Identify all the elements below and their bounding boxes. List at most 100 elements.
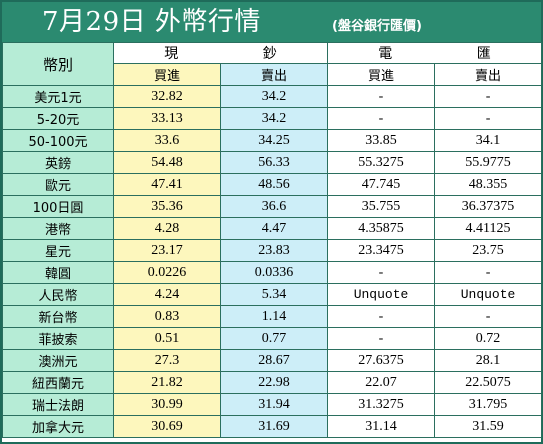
cash-sell-cell: 56.33 bbox=[219, 151, 329, 174]
cash-sell-cell: 0.77 bbox=[219, 327, 329, 350]
tt-sell-cell: - bbox=[434, 85, 543, 108]
tt-buy-cell: - bbox=[327, 261, 436, 284]
tt-sell-cell: 28.1 bbox=[434, 349, 543, 372]
cash-sell-cell: 31.69 bbox=[219, 415, 329, 438]
currency-cell: 50-100元 bbox=[2, 129, 114, 152]
cash-buy-cell: 35.36 bbox=[113, 195, 221, 218]
currency-cell: 韓圓 bbox=[2, 261, 114, 284]
table-row: 100日圓 35.36 36.6 35.755 36.37375 bbox=[2, 195, 543, 218]
currency-cell: 100日圓 bbox=[2, 195, 114, 218]
currency-cell: 瑞士法朗 bbox=[2, 393, 114, 416]
tt-sell-cell: 34.1 bbox=[434, 129, 543, 152]
cash-sell-cell: 48.56 bbox=[219, 173, 329, 196]
cash-buy-cell: 33.13 bbox=[113, 107, 221, 130]
cash-buy-cell: 30.99 bbox=[113, 393, 221, 416]
tt-buy-cell: 35.755 bbox=[327, 195, 436, 218]
tt-buy-cell: 31.14 bbox=[327, 415, 436, 438]
table-row: 菲披索 0.51 0.77 - 0.72 bbox=[2, 327, 543, 350]
cash-buy-cell: 23.17 bbox=[113, 239, 221, 262]
tt-sell-cell: - bbox=[434, 107, 543, 130]
currency-cell: 菲披索 bbox=[2, 327, 114, 350]
tt-buy-cell: - bbox=[327, 327, 436, 350]
table-row: 50-100元 33.6 34.25 33.85 34.1 bbox=[2, 129, 543, 152]
currency-header: 幣別 bbox=[2, 42, 114, 86]
tt-buy-header: 買進 bbox=[327, 63, 436, 86]
table-row: 人民幣 4.24 5.34 Unquote Unquote bbox=[2, 283, 543, 306]
cash-sell-cell: 1.14 bbox=[219, 305, 329, 328]
currency-cell: 新台幣 bbox=[2, 305, 114, 328]
tt-buy-cell: 55.3275 bbox=[327, 151, 436, 174]
cash-header: 現 鈔 bbox=[112, 42, 329, 64]
cash-buy-cell: 27.3 bbox=[113, 349, 221, 372]
cash-sell-cell: 34.25 bbox=[219, 129, 329, 152]
table-row: 瑞士法朗 30.99 31.94 31.3275 31.795 bbox=[2, 393, 543, 416]
cash-buy-cell: 32.82 bbox=[113, 85, 221, 108]
currency-cell: 星元 bbox=[2, 239, 114, 262]
cash-buy-cell: 0.0226 bbox=[113, 261, 221, 284]
tt-sell-cell: 48.355 bbox=[434, 173, 543, 196]
currency-cell: 英鎊 bbox=[2, 151, 114, 174]
tt-buy-cell: - bbox=[327, 85, 436, 108]
tt-buy-cell: 31.3275 bbox=[327, 393, 436, 416]
tt-buy-cell: - bbox=[327, 305, 436, 328]
cash-sell-cell: 34.2 bbox=[219, 85, 329, 108]
tt-buy-cell: 47.745 bbox=[327, 173, 436, 196]
cash-buy-cell: 4.28 bbox=[113, 217, 221, 240]
tt-sell-cell: 31.795 bbox=[434, 393, 543, 416]
title-bar: 7月29日 外幣行情 (盤谷銀行匯價) bbox=[2, 2, 541, 42]
table-row: 韓圓 0.0226 0.0336 - - bbox=[2, 261, 543, 284]
currency-cell: 美元1元 bbox=[2, 85, 114, 108]
tt-buy-cell: 33.85 bbox=[327, 129, 436, 152]
tt-sell-cell: 36.37375 bbox=[434, 195, 543, 218]
tt-buy-cell: 23.3475 bbox=[327, 239, 436, 262]
cash-sell-cell: 5.34 bbox=[219, 283, 329, 306]
tt-sell-cell: 22.5075 bbox=[434, 371, 543, 394]
currency-cell: 港幣 bbox=[2, 217, 114, 240]
table-row: 加拿大元 30.69 31.69 31.14 31.59 bbox=[2, 415, 543, 438]
currency-cell: 歐元 bbox=[2, 173, 114, 196]
cash-sell-cell: 0.0336 bbox=[219, 261, 329, 284]
table-row: 星元 23.17 23.83 23.3475 23.75 bbox=[2, 239, 543, 262]
cash-buy-cell: 54.48 bbox=[113, 151, 221, 174]
page-title: 7月29日 外幣行情 bbox=[42, 7, 261, 37]
tt-sell-cell: 0.72 bbox=[434, 327, 543, 350]
cash-buy-cell: 0.51 bbox=[113, 327, 221, 350]
cash-buy-cell: 30.69 bbox=[113, 415, 221, 438]
bank-source-label: (盤谷銀行匯價) bbox=[332, 19, 422, 34]
tt-sell-cell: Unquote bbox=[434, 283, 543, 306]
tt-sell-cell: 55.9775 bbox=[434, 151, 543, 174]
table-row: 新台幣 0.83 1.14 - - bbox=[2, 305, 543, 328]
table-row: 澳洲元 27.3 28.67 27.6375 28.1 bbox=[2, 349, 543, 372]
table-row: 5-20元 33.13 34.2 - - bbox=[2, 107, 543, 130]
tt-buy-cell: 27.6375 bbox=[327, 349, 436, 372]
cash-sell-cell: 31.94 bbox=[219, 393, 329, 416]
cash-buy-cell: 4.24 bbox=[113, 283, 221, 306]
tt-sell-cell: 23.75 bbox=[434, 239, 543, 262]
currency-cell: 5-20元 bbox=[2, 107, 114, 130]
tt-sell-cell: 31.59 bbox=[434, 415, 543, 438]
cash-sell-cell: 22.98 bbox=[219, 371, 329, 394]
table-row: 英鎊 54.48 56.33 55.3275 55.9775 bbox=[2, 151, 543, 174]
cash-buy-cell: 47.41 bbox=[113, 173, 221, 196]
table-row: 歐元 47.41 48.56 47.745 48.355 bbox=[2, 173, 543, 196]
tt-buy-cell: Unquote bbox=[327, 283, 436, 306]
cash-sell-cell: 36.6 bbox=[219, 195, 329, 218]
currency-cell: 加拿大元 bbox=[2, 415, 114, 438]
cash-buy-cell: 21.82 bbox=[113, 371, 221, 394]
tt-buy-cell: 4.35875 bbox=[327, 217, 436, 240]
tt-sell-cell: 4.41125 bbox=[434, 217, 543, 240]
tt-sell-cell: - bbox=[434, 305, 543, 328]
cash-sell-header: 賣出 bbox=[219, 63, 329, 86]
cash-sell-cell: 4.47 bbox=[219, 217, 329, 240]
tt-sell-cell: - bbox=[434, 261, 543, 284]
tt-buy-cell: 22.07 bbox=[327, 371, 436, 394]
currency-cell: 澳洲元 bbox=[2, 349, 114, 372]
currency-cell: 紐西蘭元 bbox=[2, 371, 114, 394]
cash-sell-cell: 23.83 bbox=[219, 239, 329, 262]
currency-cell: 人民幣 bbox=[2, 283, 114, 306]
cash-sell-cell: 34.2 bbox=[219, 107, 329, 130]
cash-buy-header: 買進 bbox=[113, 63, 221, 86]
cash-buy-cell: 0.83 bbox=[113, 305, 221, 328]
cash-buy-cell: 33.6 bbox=[113, 129, 221, 152]
